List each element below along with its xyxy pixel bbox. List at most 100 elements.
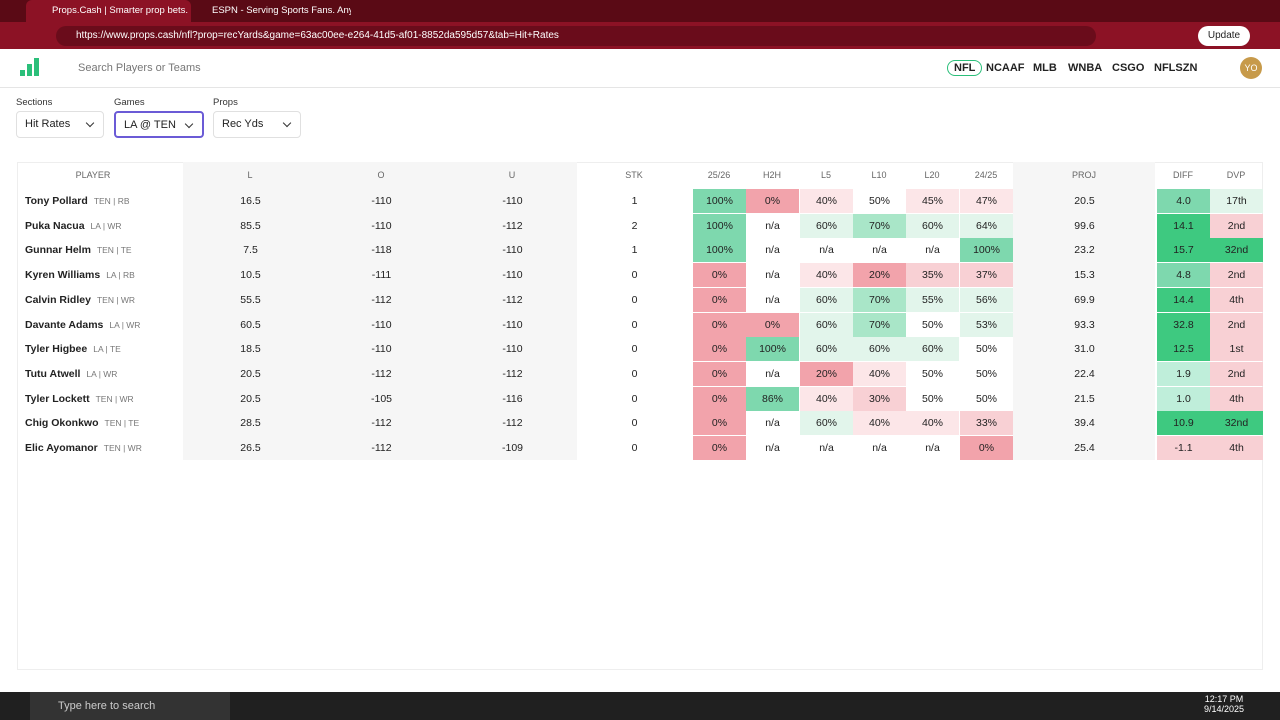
- cell: 85.5: [240, 219, 261, 232]
- cell: 0: [631, 293, 638, 306]
- cell: 30%: [853, 386, 906, 411]
- cell: 99.6: [1074, 219, 1095, 232]
- cell: 15.3: [1074, 269, 1095, 282]
- cell: -118: [371, 244, 392, 257]
- column-header[interactable]: PLAYER: [75, 170, 111, 180]
- cell: -112: [371, 442, 392, 454]
- column-header[interactable]: L10: [871, 170, 887, 180]
- logo[interactable]: [20, 58, 40, 78]
- cell: 33%: [960, 411, 1013, 436]
- cell: 60%: [800, 213, 853, 238]
- cell: n/a: [765, 367, 780, 380]
- cell: 32.8: [1157, 312, 1210, 337]
- player-team: LA | WR: [86, 368, 118, 379]
- player-team: LA | WR: [90, 220, 122, 231]
- cell: -110: [502, 269, 523, 282]
- player-team: LA | WR: [109, 319, 141, 330]
- cell: 20%: [853, 263, 906, 288]
- column-header[interactable]: 24/25: [974, 170, 998, 180]
- cell: n/a: [925, 244, 940, 257]
- league-link[interactable]: MLB: [1033, 62, 1057, 74]
- filter-select[interactable]: Hit Rates: [16, 111, 104, 138]
- cell: -110: [502, 343, 523, 356]
- filter-select[interactable]: LA @ TEN: [114, 111, 204, 138]
- column-header[interactable]: PROJ: [1071, 170, 1096, 180]
- player-name[interactable]: Tyler Higbee: [25, 343, 88, 356]
- cell: 0: [631, 417, 638, 430]
- cell: 60%: [853, 337, 906, 362]
- player-name[interactable]: Elic Ayomanor: [25, 442, 98, 454]
- cell: 4.0: [1157, 189, 1210, 213]
- tab[interactable]: Props.Cash | Smarter prop bets. M: [26, 0, 191, 22]
- column-header[interactable]: L: [247, 170, 253, 180]
- player-name[interactable]: Tony Pollard: [25, 195, 88, 207]
- cell: 0%: [693, 263, 746, 288]
- cell: 1.0: [1157, 386, 1210, 411]
- cell: 1.9: [1157, 361, 1210, 386]
- column-header[interactable]: H2H: [762, 170, 781, 180]
- cell: 60.5: [240, 318, 261, 331]
- cell: 21.5: [1074, 392, 1095, 405]
- avatar[interactable]: YO: [1240, 57, 1262, 79]
- cell: n/a: [925, 442, 940, 454]
- player-name[interactable]: Tyler Lockett: [25, 392, 90, 405]
- cell: 40%: [906, 411, 959, 436]
- cell: 50%: [975, 392, 997, 405]
- cell: -112: [502, 417, 523, 430]
- column-header[interactable]: DIFF: [1173, 170, 1193, 180]
- cell: 10.5: [240, 269, 261, 282]
- cell: 60%: [906, 337, 959, 362]
- update-button[interactable]: Update: [1198, 26, 1250, 46]
- league-link[interactable]: NFL: [947, 60, 983, 76]
- league-link[interactable]: NFLSZN: [1154, 62, 1198, 74]
- player-name[interactable]: Puka Nacua: [25, 219, 85, 232]
- cell: -105: [370, 392, 392, 405]
- cell: 26.5: [240, 442, 261, 454]
- filter-label: Sections: [16, 97, 53, 108]
- player-team: LA | TE: [93, 344, 121, 355]
- taskbar-search[interactable]: Type here to search: [30, 692, 230, 720]
- cell: 0: [631, 367, 638, 380]
- cell: -110: [502, 244, 523, 257]
- league-link[interactable]: WNBA: [1068, 62, 1103, 74]
- cell: 0%: [693, 411, 746, 436]
- cell: 2nd: [1210, 263, 1263, 288]
- player-name[interactable]: Chig Okonkwo: [25, 417, 99, 430]
- tab[interactable]: ESPN - Serving Sports Fans. Anyti: [212, 5, 351, 16]
- filter-select[interactable]: Rec Yds: [213, 111, 301, 138]
- cell: 0: [631, 269, 638, 282]
- cell: 50%: [921, 367, 943, 380]
- cell: 100%: [693, 238, 746, 263]
- column-header[interactable]: STK: [625, 170, 643, 180]
- url[interactable]: https://www.props.cash/nfl?prop=recYards…: [56, 26, 1096, 46]
- player-name[interactable]: Kyren Williams: [25, 269, 101, 282]
- column-header[interactable]: U: [508, 170, 516, 180]
- league-link[interactable]: NCAAF: [986, 62, 1025, 74]
- cell: 17th: [1210, 189, 1263, 213]
- column-header[interactable]: L5: [820, 170, 831, 180]
- player-name[interactable]: Calvin Ridley: [25, 293, 91, 306]
- column-header[interactable]: 25/26: [707, 170, 731, 180]
- cell: n/a: [872, 244, 887, 257]
- cell: 0: [631, 392, 638, 405]
- league-link[interactable]: CSGO: [1112, 62, 1145, 74]
- column-header[interactable]: L20: [924, 170, 940, 180]
- cell: 60%: [800, 287, 853, 312]
- column-header[interactable]: O: [377, 170, 385, 180]
- player-name[interactable]: Davante Adams: [25, 318, 104, 331]
- cell: 64%: [960, 213, 1013, 238]
- player-name[interactable]: Tutu Atwell: [25, 367, 81, 380]
- search[interactable]: Search Players or Teams: [78, 62, 201, 74]
- cell: 47%: [960, 189, 1013, 213]
- taskbar: Type here to search 12:17 PM 9/14/2025: [0, 692, 1280, 720]
- cell: 100%: [693, 213, 746, 238]
- cell: 50%: [975, 343, 997, 356]
- cell: 10.9: [1157, 411, 1210, 436]
- column-header[interactable]: DVP: [1226, 170, 1246, 180]
- cell: 70%: [853, 213, 906, 238]
- cell: 2: [631, 219, 638, 232]
- cell: -110: [502, 195, 523, 207]
- cell: n/a: [819, 244, 834, 257]
- player-name[interactable]: Gunnar Helm: [25, 244, 91, 257]
- cell: n/a: [765, 244, 780, 257]
